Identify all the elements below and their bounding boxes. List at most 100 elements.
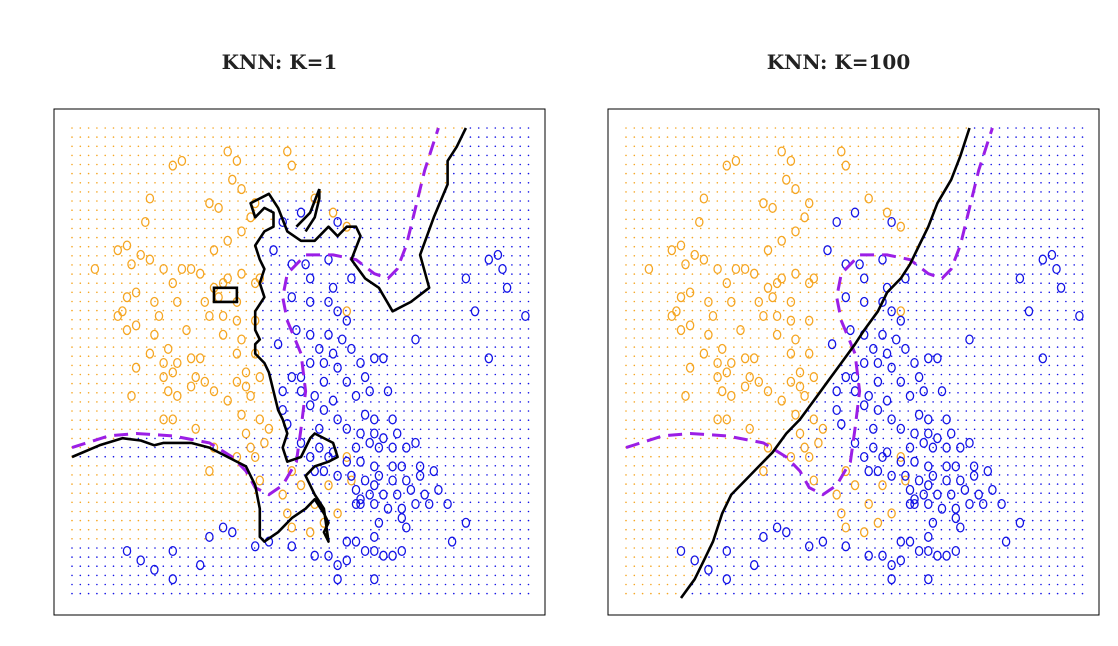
grid-dot (104, 309, 106, 312)
bayes-boundary (71, 127, 440, 497)
grid-dot (179, 419, 181, 422)
grid-dot (874, 373, 876, 376)
grid-dot (477, 182, 480, 184)
grid-dot (477, 583, 480, 586)
grid-dot (137, 337, 140, 339)
grid-dot (328, 218, 331, 221)
grid-dot (774, 154, 777, 157)
grid-dot (733, 172, 735, 175)
grid-dot (270, 455, 273, 458)
grid-dot (212, 474, 214, 476)
grid-dot (104, 346, 106, 348)
grid-dot (162, 154, 165, 157)
grid-dot (154, 309, 156, 312)
grid-dot (699, 328, 702, 330)
grid-dot (1073, 273, 1075, 275)
grid-dot (96, 300, 98, 303)
grid-dot (1007, 172, 1009, 175)
orange-point (163, 343, 173, 354)
grid-dot (220, 474, 223, 476)
grid-dot (633, 337, 636, 339)
blue-point (388, 461, 397, 472)
grid-dot (112, 547, 115, 549)
blue-point (470, 306, 480, 317)
grid-dot (890, 172, 893, 175)
grid-dot (658, 154, 660, 157)
grid-dot (948, 136, 951, 138)
grid-dot (502, 538, 505, 540)
grid-dot (195, 154, 198, 157)
grid-dot (361, 510, 364, 513)
grid-dot (716, 172, 719, 175)
grid-dot (741, 291, 743, 294)
grid-dot (907, 136, 909, 138)
grid-dot (154, 145, 156, 148)
grid-dot (87, 483, 90, 485)
grid-dot (228, 574, 231, 577)
grid-dot (353, 245, 356, 248)
grid-dot (625, 337, 627, 339)
grid-dot (145, 392, 148, 394)
grid-dot (394, 392, 397, 394)
grid-dot (145, 401, 148, 403)
grid-dot (96, 355, 98, 358)
grid-dot (948, 410, 951, 412)
grid-dot (741, 163, 743, 166)
grid-dot (212, 556, 214, 558)
grid-dot (708, 410, 710, 412)
grid-dot (262, 492, 264, 495)
orange-point (218, 329, 228, 340)
grid-dot (907, 318, 909, 321)
grid-dot (874, 182, 876, 184)
grid-dot (245, 145, 248, 148)
grid-dot (749, 163, 752, 166)
grid-dot (170, 355, 173, 358)
grid-dot (1031, 245, 1034, 248)
grid-dot (461, 492, 463, 495)
grid-dot (353, 291, 356, 294)
grid-dot (270, 300, 273, 303)
grid-dot (253, 519, 256, 522)
orange-point (136, 249, 145, 260)
grid-dot (104, 574, 106, 577)
grid-dot (195, 163, 198, 166)
grid-dot (1040, 145, 1042, 148)
grid-dot (204, 428, 206, 431)
grid-dot (311, 346, 314, 348)
grid-dot (824, 337, 826, 339)
grid-dot (699, 282, 702, 285)
grid-dot (361, 200, 364, 202)
grid-dot (154, 465, 156, 467)
grid-dot (137, 519, 140, 522)
grid-dot (824, 328, 826, 330)
grid-dot (403, 455, 405, 458)
grid-dot (633, 382, 636, 385)
grid-dot (228, 382, 231, 385)
grid-dot (486, 337, 488, 339)
grid-dot (328, 410, 331, 412)
grid-dot (841, 218, 843, 221)
grid-dot (204, 218, 206, 221)
grid-dot (353, 182, 356, 184)
grid-dot (1081, 154, 1084, 157)
grid-dot (940, 136, 943, 138)
grid-dot (461, 410, 463, 412)
grid-dot (650, 300, 652, 303)
grid-dot (179, 528, 181, 531)
grid-dot (965, 346, 968, 348)
grid-dot (982, 300, 984, 303)
grid-dot (477, 392, 480, 394)
grid-dot (444, 428, 447, 431)
blue-point (356, 498, 365, 510)
grid-dot (71, 172, 73, 175)
grid-dot (71, 364, 73, 367)
grid-dot (270, 364, 273, 367)
grid-dot (262, 510, 264, 513)
grid-dot (965, 172, 968, 175)
grid-dot (79, 227, 82, 230)
grid-dot (1065, 364, 1067, 367)
orange-point (218, 310, 228, 322)
grid-dot (96, 510, 98, 513)
grid-dot (741, 273, 743, 275)
grid-dot (419, 245, 422, 248)
